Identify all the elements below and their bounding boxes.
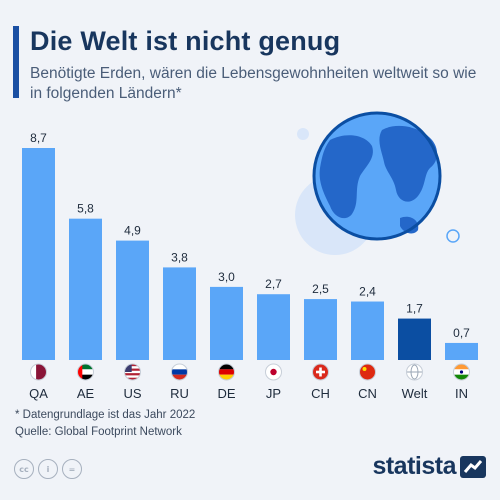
statista-logo[interactable]: statista — [372, 452, 486, 481]
data-note: * Datengrundlage ist das Jahr 2022 — [15, 409, 196, 421]
category-label-in: IN — [455, 386, 468, 401]
category-label-jp: JP — [266, 386, 281, 401]
value-label-ae: 5,8 — [77, 202, 94, 216]
globe-icon — [406, 363, 423, 381]
india-flag-icon — [453, 363, 470, 381]
bar-jp — [257, 294, 290, 360]
value-label-in: 0,7 — [453, 326, 470, 340]
category-label-qa: QA — [29, 386, 48, 401]
chart-title: Die Welt ist nicht genug — [30, 26, 341, 56]
category-label-welt: Welt — [402, 386, 428, 401]
value-label-ch: 2,5 — [312, 282, 329, 296]
switzerland-flag-icon — [312, 363, 329, 381]
usa-flag-icon — [124, 363, 141, 381]
bar-in — [445, 342, 478, 360]
globe-illustration — [295, 111, 460, 255]
japan-flag-icon — [265, 363, 282, 381]
creative-commons-icon[interactable]: cc — [14, 459, 34, 479]
russia-flag-icon — [171, 363, 188, 381]
bar-us — [116, 240, 149, 360]
no-derivatives-icon[interactable]: = — [62, 459, 82, 479]
uae-flag-icon — [77, 363, 94, 381]
bar-welt — [398, 318, 431, 360]
category-label-cn: CN — [358, 386, 377, 401]
qatar-flag-icon — [30, 363, 47, 381]
category-label-ae: AE — [77, 386, 95, 401]
chart-subtitle: Benötigte Erden, wären die Lebensgewohnh… — [30, 65, 477, 102]
china-flag-icon — [359, 363, 376, 381]
value-label-us: 4,9 — [124, 224, 141, 238]
bar-ae — [69, 218, 102, 360]
statista-logo-mark — [460, 455, 486, 478]
bar-ch — [304, 299, 337, 360]
bar-chart: 8,7 QA 5,8 AE 4,9 US 3,8 RU 3,0 DE 2,7 JP 2,5 CH 2,4 CN… — [22, 111, 478, 401]
category-label-de: DE — [217, 386, 235, 401]
value-label-ru: 3,8 — [171, 250, 188, 264]
category-label-us: US — [123, 386, 141, 401]
value-label-de: 3,0 — [218, 270, 235, 284]
value-label-welt: 1,7 — [406, 302, 423, 316]
category-label-ch: CH — [311, 386, 330, 401]
category-label-ru: RU — [170, 386, 189, 401]
bar-de — [210, 286, 243, 360]
bar-cn — [351, 301, 384, 360]
bar-ru — [163, 267, 196, 360]
bar-qa — [22, 148, 55, 360]
germany-flag-icon — [218, 363, 235, 381]
value-label-jp: 2,7 — [265, 277, 282, 291]
brand-name: statista — [372, 452, 456, 480]
attribution-icon[interactable]: i — [38, 459, 58, 479]
value-label-cn: 2,4 — [359, 285, 376, 299]
footnotes: * Datengrundlage ist das Jahr 2022 Quell… — [15, 407, 195, 441]
value-label-qa: 8,7 — [30, 131, 47, 145]
title-accent-bar — [13, 26, 19, 98]
license-icons: cc i = — [14, 459, 82, 479]
source-note: Quelle: Global Footprint Network — [15, 426, 182, 438]
